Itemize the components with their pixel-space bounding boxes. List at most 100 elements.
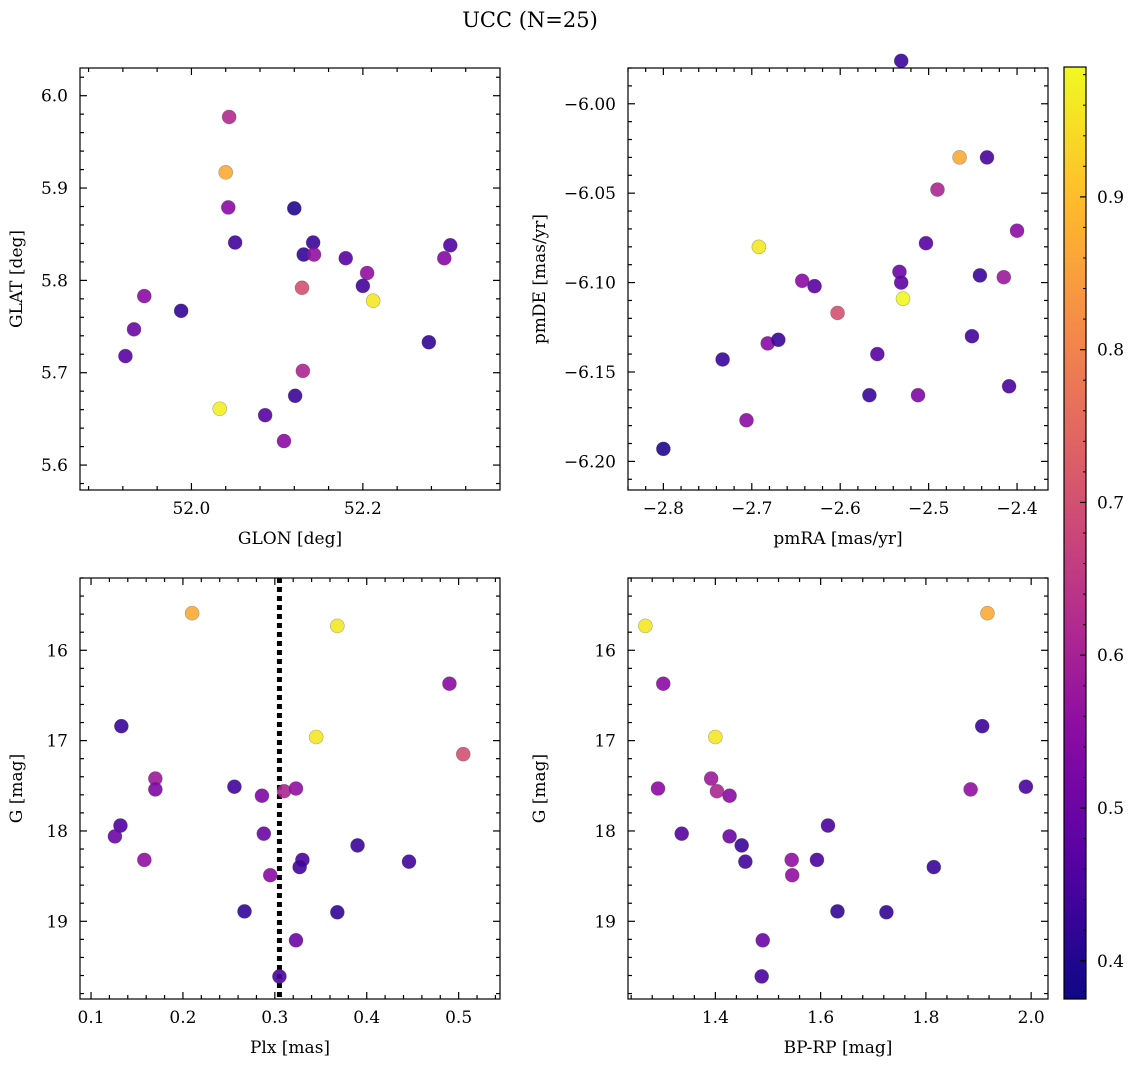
data-point <box>359 265 375 281</box>
data-point <box>355 278 371 294</box>
x-tick-label: −2.8 <box>643 499 684 519</box>
data-point <box>979 150 995 165</box>
data-point <box>256 826 272 841</box>
colorbar-gradient <box>1063 66 1087 1000</box>
data-point <box>708 729 723 745</box>
data-point <box>655 676 671 692</box>
data-point <box>963 782 978 797</box>
y-axis-label: pmDE [mas/yr] <box>530 214 550 344</box>
y-axis-label: G [mag] <box>7 754 27 823</box>
y-tick-label: 19 <box>594 912 616 932</box>
data-point <box>262 867 278 883</box>
data-point <box>926 859 942 875</box>
data-point <box>218 165 234 180</box>
data-point <box>650 781 666 796</box>
x-tick-label: 0.3 <box>261 1008 288 1028</box>
y-tick-label: −6.20 <box>564 452 616 472</box>
data-point <box>794 273 810 289</box>
ticks <box>627 67 1048 490</box>
x-axis-label: pmRA [mas/yr] <box>773 529 902 549</box>
data-point <box>1009 223 1025 239</box>
axes-frame <box>627 67 1049 491</box>
data-point <box>918 235 934 251</box>
data-point <box>754 969 769 984</box>
data-point <box>288 781 304 796</box>
data-point <box>173 303 189 319</box>
data-point <box>442 237 458 253</box>
data-point <box>107 829 123 844</box>
y-tick-label: 19 <box>46 912 68 932</box>
data-point <box>893 275 909 290</box>
scatter-panel-1: 52.0 52.2 5.6 5.7 5.8 5.9 6.0 GLON [deg] GLAT [d… <box>7 67 501 549</box>
data-point <box>910 387 926 403</box>
data-point <box>862 387 877 403</box>
x-tick-label: −2.6 <box>820 499 861 519</box>
data-point <box>365 293 381 309</box>
ticks <box>80 577 500 999</box>
data-point <box>227 235 243 250</box>
data-point <box>350 838 365 853</box>
data-point <box>784 852 799 868</box>
data-point <box>830 305 845 321</box>
x-tick-label: 0.2 <box>169 1008 196 1028</box>
y-tick-label: −6.10 <box>564 274 616 294</box>
x-tick-label: 0.5 <box>445 1008 472 1028</box>
data-point <box>751 239 767 255</box>
axes-frame <box>627 577 1049 1000</box>
colorbar-tick-label: 0.9 <box>1097 188 1124 208</box>
data-point <box>221 109 237 125</box>
y-tick-label: 16 <box>46 641 68 661</box>
data-point <box>755 932 771 948</box>
data-point <box>715 352 730 367</box>
y-tick-label: 17 <box>594 732 616 752</box>
data-point <box>1018 779 1034 794</box>
data-point <box>330 904 345 920</box>
data-point <box>254 788 270 804</box>
data-point <box>136 288 152 304</box>
colorbar-tick-label: 0.7 <box>1097 493 1124 513</box>
x-axis-label: Plx [mas] <box>250 1038 330 1058</box>
x-tick-label: 0.1 <box>78 1008 105 1028</box>
x-tick-label: 1.6 <box>807 1008 834 1028</box>
data-point <box>820 818 836 833</box>
data-point <box>974 718 990 734</box>
data-point <box>114 718 129 734</box>
data-point <box>276 783 292 799</box>
data-point <box>722 788 737 804</box>
x-tick-label: 2.0 <box>1018 1008 1045 1028</box>
y-tick-label: 5.8 <box>41 271 68 291</box>
data-point <box>784 867 800 883</box>
data-point <box>292 859 307 875</box>
data-point <box>809 852 825 868</box>
x-axis-label: BP-RP [mag] <box>784 1038 893 1058</box>
data-point <box>972 268 988 283</box>
data-point <box>330 618 345 634</box>
x-tick-label: 52.0 <box>172 499 210 519</box>
data-point <box>674 826 689 841</box>
data-point <box>184 605 200 621</box>
colorbar-tick-label: 0.8 <box>1097 341 1124 361</box>
axes-frame <box>79 67 501 491</box>
colorbar-tick-label: 0.6 <box>1097 646 1124 666</box>
data-point <box>227 779 242 794</box>
data-point <box>401 854 417 869</box>
data-point <box>739 412 754 428</box>
data-point <box>237 904 252 919</box>
data-point <box>895 291 911 306</box>
colorbar-tick-label: 0.5 <box>1097 799 1124 819</box>
data-point <box>1001 378 1017 394</box>
data-point <box>306 247 322 262</box>
x-tick-label: −2.5 <box>908 499 949 519</box>
data-point <box>257 407 273 423</box>
colorbar-tick-label: 0.4 <box>1097 952 1124 972</box>
x-tick-label: 1.4 <box>702 1008 729 1028</box>
data-point <box>870 346 885 362</box>
y-tick-label: 18 <box>46 822 68 842</box>
data-point <box>952 150 967 165</box>
data-point <box>638 618 653 634</box>
data-point <box>436 250 452 266</box>
data-point <box>455 746 471 762</box>
data-point <box>734 838 749 853</box>
y-tick-label: 18 <box>594 822 616 842</box>
